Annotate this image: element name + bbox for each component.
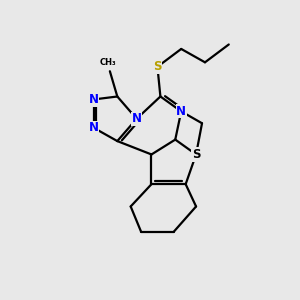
Text: N: N [176, 105, 186, 118]
Text: N: N [88, 121, 98, 134]
Text: S: S [192, 148, 200, 161]
Text: CH₃: CH₃ [100, 58, 117, 67]
Text: S: S [153, 60, 162, 73]
Text: N: N [88, 93, 98, 106]
Text: N: N [132, 112, 142, 125]
